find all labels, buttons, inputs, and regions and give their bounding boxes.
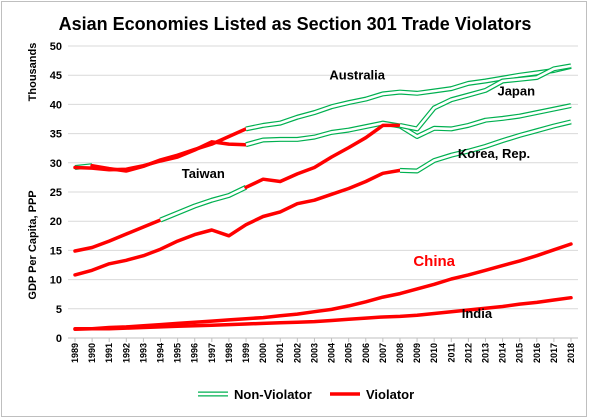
x-tick-label: 1991 [104,343,114,363]
non-violator-segment-core [399,64,572,131]
x-tick-label: 2000 [258,343,268,363]
y-tick-label: 40 [50,99,62,111]
y-tick-label: 25 [50,187,62,199]
chart-title: Asian Economies Listed as Section 301 Tr… [59,14,532,34]
axes: 0 5 10 15 20 25 30 35 40 45 50 1989 1990 1991 1992 1993… [50,41,578,363]
x-tick-label: 1989 [70,343,80,363]
series-label: Japan [497,84,535,99]
legend: Non-Violator Violator [198,387,414,402]
violator-segment [73,295,573,331]
y-axis-title: GDP Per Capita, PPP [27,190,39,299]
x-tick-label: 2004 [327,343,337,363]
x-tick-label: 2008 [395,343,405,363]
series-label: Australia [329,67,385,82]
y-tick-label: 5 [56,304,62,316]
series-line [73,295,573,331]
series-line [73,119,572,277]
violator-segment [73,218,163,253]
x-tick-label: 2013 [480,343,490,363]
y-tick-label: 15 [50,245,62,257]
x-tick-label: 2005 [344,343,354,363]
x-tick-label: 2011 [446,343,456,363]
violator-segment [73,140,248,172]
x-tick-label: 1995 [173,343,183,363]
x-tick-label: 1997 [207,343,217,363]
series-label: Taiwan [182,166,225,181]
violator-segment [73,168,402,277]
legend-label-violator: Violator [366,387,414,402]
x-tick-label: 2009 [412,343,422,363]
series-line [73,63,572,253]
series-annotations: Australia Japan Taiwan Korea, Rep. China Indi… [182,67,535,321]
violator-segment [90,127,248,173]
x-tick-label: 2014 [498,343,508,363]
x-tick-label: 2006 [361,343,371,363]
y-tick-label: 45 [50,70,62,82]
x-tick-label: 1992 [121,343,131,363]
x-tick-label: 1998 [224,343,234,363]
x-tick-label: 2007 [378,343,388,363]
series-label: India [462,306,493,321]
series-line [73,103,572,172]
non-violator-segment-core [399,120,572,173]
violator-segment [244,123,402,190]
y-tick-label: 10 [50,275,62,287]
x-tick-label: 2017 [549,343,559,363]
x-tick-label: 1999 [241,343,251,363]
y-tick-label: 20 [50,216,62,228]
legend-label-non-violator: Non-Violator [234,387,312,402]
y-units-label: Thousands [27,43,39,102]
violator-segment [73,242,573,331]
series-label: Korea, Rep. [458,146,530,161]
x-tick-label: 2012 [463,343,473,363]
x-tick-label: 2010 [429,343,439,363]
series-line [73,242,573,331]
y-tick-label: 0 [56,333,62,345]
x-tick-label: 2001 [275,343,285,363]
non-violator-segment-core [160,186,247,222]
x-tick-label: 2016 [532,343,542,363]
non-violator-segment-core [245,104,572,146]
x-tick-label: 1994 [156,343,166,363]
series-label: China [413,253,455,270]
x-tick-label: 2015 [515,343,525,363]
x-tick-label: 1996 [190,343,200,363]
x-tick-label: 2003 [309,343,319,363]
x-tick-label: 2018 [566,343,576,363]
x-tick-label: 1990 [87,343,97,363]
x-tick-label: 1993 [138,343,148,363]
y-tick-label: 30 [50,158,62,170]
y-tick-label: 35 [50,129,62,141]
series-lines [73,63,573,331]
y-tick-label: 50 [50,41,62,53]
non-violator-segment-core [245,65,572,131]
x-tick-label: 2002 [292,343,302,363]
